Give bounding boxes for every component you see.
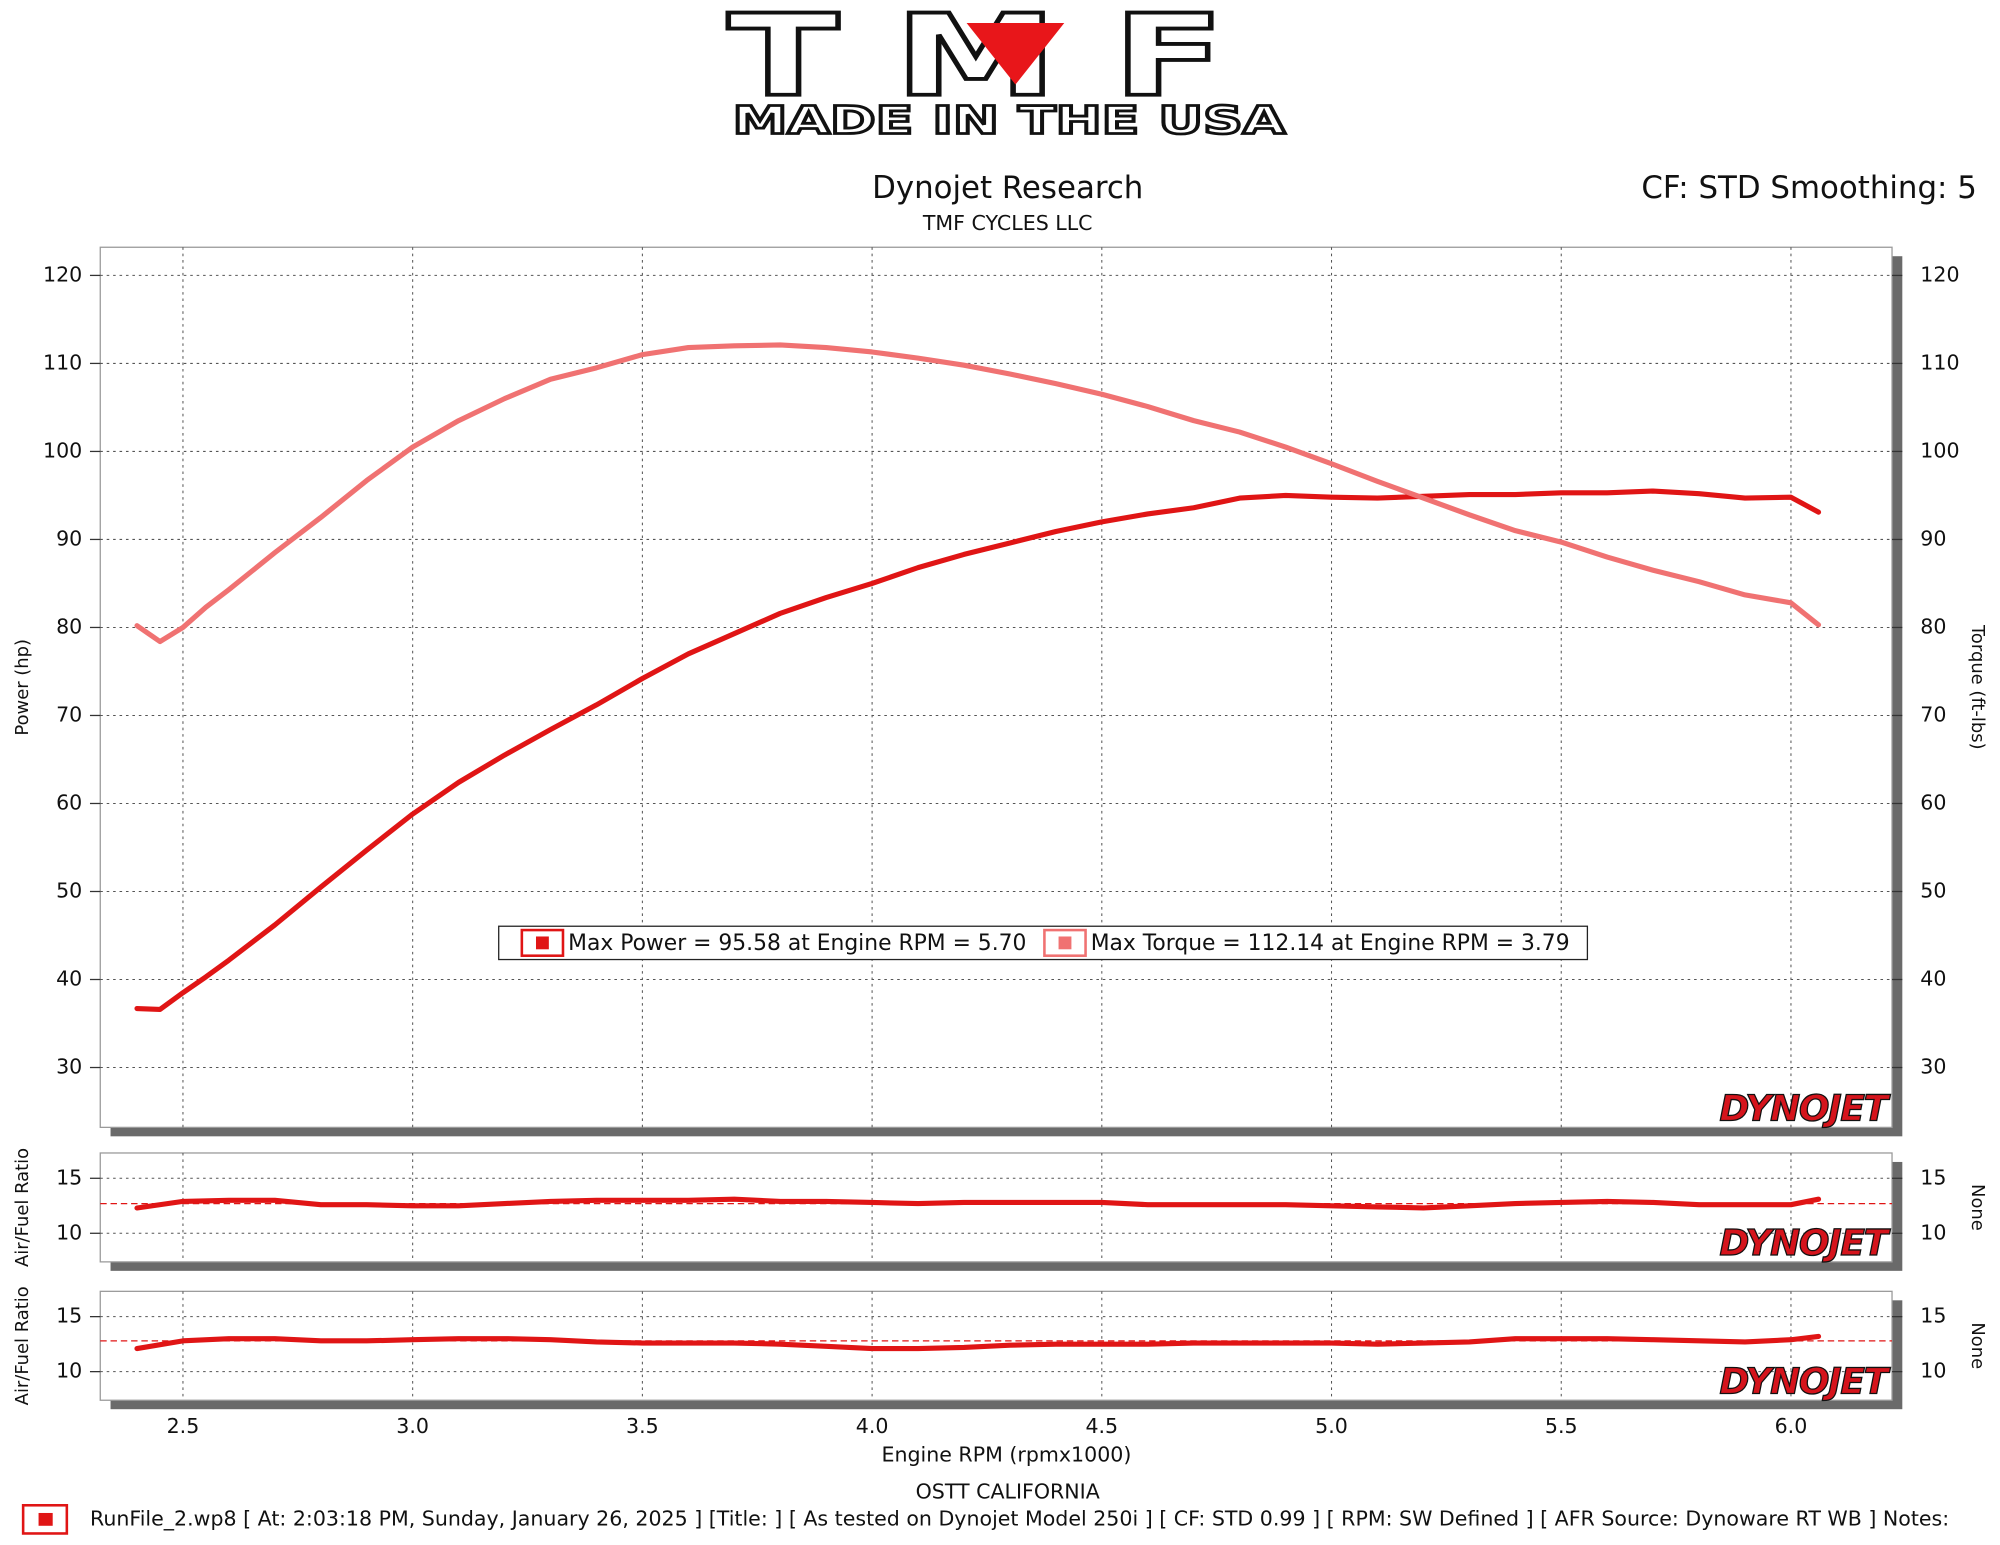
y-tick-label: 30 — [56, 1055, 82, 1079]
y2-tick-label: 100 — [1920, 438, 1959, 462]
series-line — [134, 1333, 1822, 1352]
y-axis-label: Air/Fuel Ratio — [12, 1148, 33, 1267]
watermark: DYNOJET — [1720, 1223, 1891, 1264]
y-tick-label: 120 — [43, 262, 82, 286]
y-tick-label: 15 — [56, 1165, 82, 1189]
y-tick-label: 110 — [43, 350, 82, 374]
y-tick-label: 60 — [56, 791, 82, 815]
x-tick-label: 3.5 — [626, 1414, 659, 1438]
run-swatch — [38, 1512, 53, 1526]
y-tick-label: 90 — [56, 526, 82, 550]
series-line — [134, 342, 1822, 645]
y2-tick-label: 30 — [1920, 1055, 1946, 1079]
x-tick-label: 5.0 — [1315, 1414, 1348, 1438]
legend-swatch — [535, 936, 549, 950]
y-tick-label: 80 — [56, 614, 82, 638]
logo: TMF MADE IN THE USA — [726, 0, 1287, 145]
legend-label: Max Power = 95.58 at Engine RPM = 5.70 — [568, 931, 1026, 956]
y2-axis-label: Torque (ft-lbs) — [1967, 624, 1988, 750]
settings-text: CF: STD Smoothing: 5 — [1641, 170, 1976, 206]
footer-location: OSTT CALIFORNIA — [916, 1479, 1100, 1503]
logo-tagline: MADE IN THE USA — [733, 99, 1286, 144]
plot-frame — [99, 246, 1893, 1129]
legend-swatch — [1058, 936, 1072, 950]
x-tick-label: 4.0 — [856, 1414, 889, 1438]
y-tick-label: 10 — [56, 1359, 82, 1383]
series-line — [134, 1196, 1822, 1211]
legend-swatch-box — [520, 928, 565, 957]
y2-tick-label: 50 — [1920, 879, 1946, 903]
y2-tick-label: 10 — [1920, 1220, 1946, 1244]
y2-axis-label: None — [1967, 1184, 1988, 1231]
x-tick-label: 6.0 — [1775, 1414, 1808, 1438]
logo-triangle — [966, 23, 1065, 85]
y-tick-label: 15 — [56, 1304, 82, 1328]
y2-tick-label: 15 — [1920, 1165, 1946, 1189]
y-tick-label: 40 — [56, 967, 82, 991]
y2-tick-label: 70 — [1920, 702, 1946, 726]
footer-run-info: RunFile_2.wp8 [ At: 2:03:18 PM, Sunday, … — [90, 1506, 1949, 1530]
y-axis-label: Air/Fuel Ratio — [12, 1286, 33, 1405]
y-tick-label: 50 — [56, 879, 82, 903]
y2-tick-label: 15 — [1920, 1304, 1946, 1328]
x-tick-label: 4.5 — [1085, 1414, 1118, 1438]
series-line — [134, 488, 1822, 1012]
watermark: DYNOJET — [1720, 1362, 1891, 1403]
y2-tick-label: 60 — [1920, 791, 1946, 815]
x-tick-label: 2.5 — [167, 1414, 200, 1438]
legend-swatch-box — [1043, 928, 1087, 957]
y-tick-label: 70 — [56, 702, 82, 726]
y-axis-label: Power (hp) — [12, 639, 33, 736]
title: Dynojet Research — [872, 170, 1143, 206]
legend-label: Max Torque = 112.14 at Engine RPM = 3.79 — [1091, 931, 1570, 956]
x-tick-label: 3.0 — [396, 1414, 429, 1438]
y2-tick-label: 10 — [1920, 1359, 1946, 1383]
legend-box — [498, 925, 1589, 961]
y2-tick-label: 110 — [1920, 350, 1959, 374]
x-tick-label: 5.5 — [1545, 1414, 1578, 1438]
y2-tick-label: 40 — [1920, 967, 1946, 991]
y2-axis-label: None — [1967, 1322, 1988, 1369]
y-tick-label: 100 — [43, 438, 82, 462]
watermark: DYNOJET — [1720, 1089, 1891, 1130]
y2-tick-label: 80 — [1920, 614, 1946, 638]
y-tick-label: 10 — [56, 1220, 82, 1244]
y2-tick-label: 90 — [1920, 526, 1946, 550]
logo-brand: TMF — [728, 0, 1281, 122]
y2-tick-label: 120 — [1920, 262, 1959, 286]
subtitle: TMF CYCLES LLC — [922, 211, 1093, 235]
plot-frame — [99, 1152, 1893, 1263]
x-axis-label: Engine RPM (rpmx1000) — [881, 1442, 1131, 1466]
